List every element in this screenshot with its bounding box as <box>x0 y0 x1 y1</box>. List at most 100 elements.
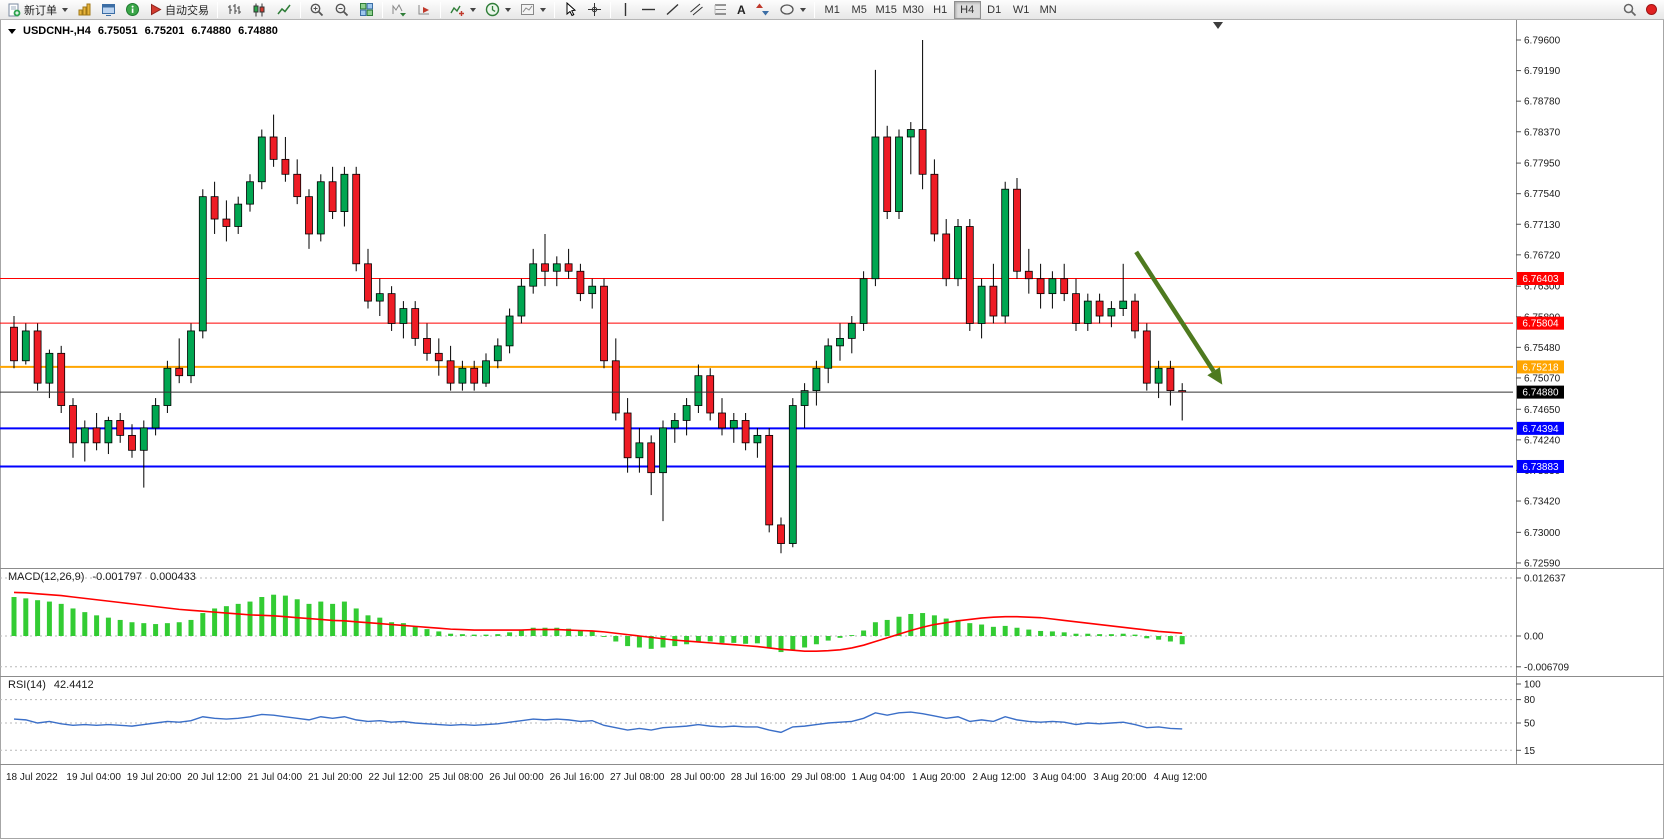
rsi-value: 42.4412 <box>53 679 94 691</box>
new-order-icon <box>7 3 21 17</box>
notification-badge[interactable] <box>1646 4 1657 15</box>
rsi-plot: 100 80 50 15 <box>0 680 1541 757</box>
rsi-line <box>13 711 1183 734</box>
ohlc-high: 6.75201 <box>144 25 185 37</box>
arrows-button[interactable] <box>751 1 774 19</box>
level-price-label: 6.75804 <box>1522 319 1559 330</box>
time-tick-label: 1 Aug 20:00 <box>912 772 966 783</box>
rsi-scale-label: 80 <box>1524 695 1536 706</box>
symbol-dropdown-icon[interactable] <box>8 28 16 34</box>
tile-windows-button[interactable] <box>355 1 378 19</box>
crosshair-icon <box>587 2 602 17</box>
search-icon <box>1622 2 1637 17</box>
price-axis[interactable]: 6.79600 6.79190 6.78780 6.78370 6.77950 6.775… <box>1516 36 1561 570</box>
monitor-icon <box>101 2 116 17</box>
time-tick-label: 19 Jul 04:00 <box>66 772 121 783</box>
ellipse-icon <box>779 2 795 17</box>
auto-trading-label: 自动交易 <box>165 4 209 17</box>
vertical-line-button[interactable] <box>615 1 636 19</box>
toolbar-separator <box>440 1 441 18</box>
bar-chart-button[interactable] <box>222 1 246 19</box>
zoom-in-icon <box>309 2 325 18</box>
macd-header: MACD(12,26,9) -0.001797 0.000433 <box>8 571 196 583</box>
timeframe-button-h1[interactable]: H1 <box>927 1 954 19</box>
time-axis[interactable]: 18 Jul 2022 19 Jul 04:00 19 Jul 20:00 20 Ju… <box>6 772 1207 783</box>
time-tick-label: 18 Jul 2022 <box>6 772 58 783</box>
fibonacci-button[interactable] <box>709 1 732 19</box>
crosshair-button[interactable] <box>583 1 606 19</box>
line-chart-button[interactable] <box>272 1 296 19</box>
clock-icon <box>485 2 500 17</box>
time-tick-label: 4 Aug 12:00 <box>1154 772 1208 783</box>
ohlc-close: 6.74880 <box>238 25 278 37</box>
macd-scale-label: 0.012637 <box>1524 573 1566 584</box>
templates-button[interactable] <box>516 1 550 19</box>
periods-button[interactable] <box>481 1 515 19</box>
timeframe-button-d1[interactable]: D1 <box>981 1 1008 19</box>
price-tick-label: 6.73000 <box>1524 528 1561 539</box>
market-watch-button[interactable] <box>73 1 96 19</box>
time-tick-label: 19 Jul 20:00 <box>127 772 182 783</box>
price-tick-label: 6.76300 <box>1524 282 1561 293</box>
cursor-icon <box>563 2 578 17</box>
level-price-label: 6.76403 <box>1522 274 1559 285</box>
macd-plot: 0.012637 0.00 -0.006709 <box>0 573 1569 673</box>
timeframe-button-mn[interactable]: MN <box>1035 1 1062 19</box>
rsi-scale-label: 50 <box>1524 719 1536 730</box>
price-tick-label: 6.74650 <box>1524 405 1561 416</box>
time-tick-label: 1 Aug 04:00 <box>852 772 906 783</box>
cursor-button[interactable] <box>559 1 582 19</box>
price-tick-label: 6.78780 <box>1524 97 1561 108</box>
new-order-button[interactable]: 新订单 <box>3 1 72 19</box>
channel-button[interactable] <box>685 1 708 19</box>
help-button[interactable] <box>121 1 144 19</box>
template-icon <box>520 2 535 17</box>
timeframe-button-h4[interactable]: H4 <box>953 0 981 19</box>
level-lines[interactable] <box>0 277 1513 468</box>
gold-bars-icon <box>77 2 92 17</box>
shapes-button[interactable] <box>775 1 810 19</box>
arrows-icon <box>755 2 770 17</box>
auto-scroll-icon <box>391 2 407 18</box>
toolbar-separator <box>382 1 383 18</box>
timeframe-button-m1[interactable]: M1 <box>819 1 846 19</box>
indicators-button[interactable] <box>445 1 480 19</box>
level-price-label: 6.73883 <box>1522 462 1559 473</box>
rsi-scale-label: 15 <box>1524 746 1536 757</box>
auto-trading-button[interactable]: 自动交易 <box>145 1 213 19</box>
price-tick-label: 6.73420 <box>1524 497 1561 508</box>
chevron-down-icon <box>470 7 476 12</box>
chart-symbol-header: USDCNH-,H4 6.75051 6.75201 6.74880 6.748… <box>8 25 278 37</box>
zoom-out-button[interactable] <box>330 1 354 19</box>
trendline-button[interactable] <box>661 1 684 19</box>
search-button[interactable] <box>1618 1 1641 19</box>
auto-scroll-button[interactable] <box>387 1 411 19</box>
candlestick-chart-button[interactable] <box>247 1 271 19</box>
text-button[interactable]: A <box>733 1 750 19</box>
price-tick-label: 6.74240 <box>1524 435 1561 446</box>
trend-arrow[interactable] <box>1134 250 1223 385</box>
timeframe-button-w1[interactable]: W1 <box>1008 1 1035 19</box>
horizontal-line-button[interactable] <box>637 1 660 19</box>
main-toolbar: 新订单 自动交易 A <box>0 0 1664 20</box>
timeframe-button-m15[interactable]: M15 <box>873 1 900 19</box>
chart-shift-button[interactable] <box>412 1 436 19</box>
horizontal-line-icon <box>641 2 656 17</box>
zoom-in-button[interactable] <box>305 1 329 19</box>
time-tick-label: 25 Jul 08:00 <box>429 772 484 783</box>
toolbar-separator <box>217 1 218 18</box>
timeframe-button-m30[interactable]: M30 <box>900 1 927 19</box>
time-tick-label: 3 Aug 04:00 <box>1033 772 1087 783</box>
data-window-button[interactable] <box>97 1 120 19</box>
time-tick-label: 27 Jul 08:00 <box>610 772 665 783</box>
macd-scale-label: 0.00 <box>1524 632 1544 643</box>
chevron-down-icon <box>505 7 511 12</box>
macd-value-signal: 0.000433 <box>149 571 196 583</box>
time-tick-label: 26 Jul 16:00 <box>550 772 605 783</box>
price-tick-label: 6.79600 <box>1524 36 1561 47</box>
toolbar-separator <box>813 1 815 18</box>
chart-shift-marker[interactable] <box>1213 22 1223 29</box>
timeframe-button-m5[interactable]: M5 <box>846 1 873 19</box>
